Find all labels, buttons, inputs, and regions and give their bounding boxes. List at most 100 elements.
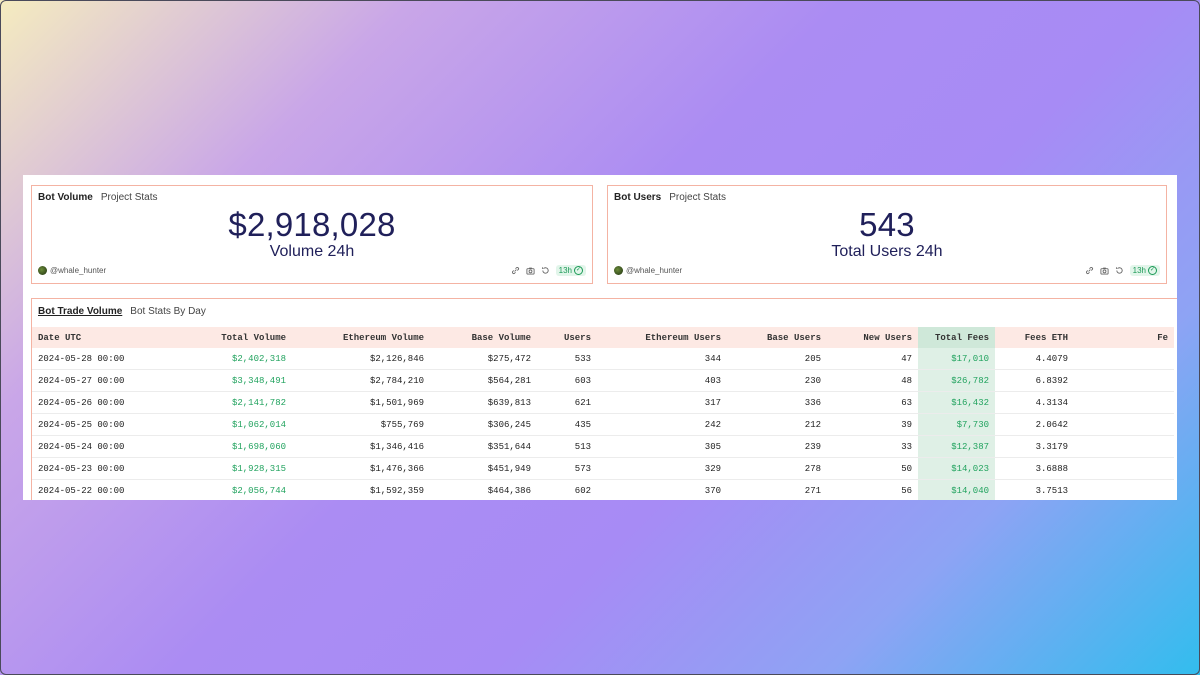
cell-fe: [1074, 369, 1174, 392]
card-title[interactable]: Bot Users: [614, 192, 662, 203]
dashboard-panel: Bot Volume Project Stats $2,918,028 Volu…: [23, 175, 1177, 500]
table-row: 2024-05-23 00:00 $1,928,315 $1,476,366 $451…: [32, 457, 1174, 480]
column-header-ethereum-volume[interactable]: Ethereum Volume: [292, 327, 430, 348]
counter-label: Total Users 24h: [831, 243, 943, 260]
cell-total-fees: $14,023: [918, 457, 995, 480]
author-link[interactable]: @whale_hunter: [38, 265, 107, 275]
cell-base-users: 205: [727, 348, 827, 370]
cell-date-utc: 2024-05-27 00:00: [32, 369, 140, 392]
cell-fe: [1074, 457, 1174, 480]
table-title[interactable]: Bot Trade Volume: [38, 306, 123, 317]
cell-new-users: 33: [827, 435, 918, 458]
card-subtitle[interactable]: Project Stats: [100, 192, 158, 203]
cell-fees-eth: 3.3179: [995, 435, 1074, 458]
column-header-fe[interactable]: Fe: [1074, 327, 1174, 348]
counter-value: 543: [859, 206, 915, 243]
cell-base-users: 212: [727, 413, 827, 436]
cell-total-fees: $12,387: [918, 435, 995, 458]
cell-ethereum-users: 370: [597, 479, 727, 500]
column-header-new-users[interactable]: New Users: [827, 327, 918, 348]
column-header-users[interactable]: Users: [537, 327, 597, 348]
cell-fees-eth: 4.3134: [995, 391, 1074, 414]
camera-icon[interactable]: [526, 266, 535, 275]
cell-base-volume: $451,949: [430, 457, 537, 480]
column-header-base-volume[interactable]: Base Volume: [430, 327, 537, 348]
camera-icon[interactable]: [1100, 266, 1109, 275]
cell-fees-eth: 4.4079: [995, 348, 1074, 370]
cell-total-volume: $2,402,318: [140, 348, 292, 370]
cell-fees-eth: 3.6888: [995, 457, 1074, 480]
card-tools: 13h ✓: [1085, 264, 1160, 276]
cell-total-fees: $7,730: [918, 413, 995, 436]
cell-new-users: 63: [827, 391, 918, 414]
cell-new-users: 56: [827, 479, 918, 500]
column-header-fees-eth[interactable]: Fees ETH: [995, 327, 1074, 348]
link-icon[interactable]: [1085, 266, 1094, 275]
table-body: 2024-05-28 00:00 $2,402,318 $2,126,846 $275…: [32, 348, 1174, 500]
cell-base-users: 230: [727, 369, 827, 392]
table-subtitle[interactable]: Bot Stats By Day: [130, 306, 206, 317]
cell-ethereum-users: 305: [597, 435, 727, 458]
card-header: Bot Volume Project Stats: [38, 192, 158, 203]
cell-date-utc: 2024-05-25 00:00: [32, 413, 140, 436]
cell-fe: [1074, 391, 1174, 414]
refresh-icon[interactable]: [1115, 266, 1124, 275]
table-row: 2024-05-26 00:00 $2,141,782 $1,501,969 $639…: [32, 391, 1174, 414]
refresh-icon[interactable]: [541, 266, 550, 275]
avatar: [614, 265, 623, 275]
cell-base-volume: $564,281: [430, 369, 537, 392]
column-header-total-volume[interactable]: Total Volume: [140, 327, 292, 348]
cell-total-fees: $26,782: [918, 369, 995, 392]
cell-date-utc: 2024-05-26 00:00: [32, 391, 140, 414]
cell-base-users: 271: [727, 479, 827, 500]
cell-base-volume: $639,813: [430, 391, 537, 414]
column-header-total-fees[interactable]: Total Fees: [918, 327, 995, 348]
table-row: 2024-05-24 00:00 $1,698,060 $1,346,416 $351…: [32, 435, 1174, 458]
author-link[interactable]: @whale_hunter: [614, 265, 683, 275]
cell-fe: [1074, 348, 1174, 370]
cell-date-utc: 2024-05-28 00:00: [32, 348, 140, 370]
table-header-row: Date UTC Total Volume Ethereum Volume Base …: [32, 327, 1174, 348]
cell-total-volume: $1,062,014: [140, 413, 292, 436]
freshness-age: 13h: [558, 265, 572, 275]
card-title[interactable]: Bot Volume: [38, 192, 93, 203]
column-header-date-utc[interactable]: Date UTC: [32, 327, 140, 348]
stats-table: Date UTC Total Volume Ethereum Volume Base …: [32, 327, 1174, 500]
freshness-age: 13h: [1132, 265, 1146, 275]
cell-fe: [1074, 413, 1174, 436]
cell-base-users: 278: [727, 457, 827, 480]
cell-new-users: 47: [827, 348, 918, 370]
card-footer: @whale_hunter 13h ✓: [38, 264, 586, 276]
card-subtitle[interactable]: Project Stats: [669, 192, 726, 203]
freshness-badge: 13h ✓: [555, 264, 586, 276]
column-header-base-users[interactable]: Base Users: [727, 327, 827, 348]
cell-ethereum-volume: $1,592,359: [292, 479, 430, 500]
cell-base-volume: $351,644: [430, 435, 537, 458]
author-name: @whale_hunter: [626, 265, 683, 275]
cell-base-volume: $306,245: [430, 413, 537, 436]
cell-base-users: 336: [727, 391, 827, 414]
cell-fe: [1074, 479, 1174, 500]
column-header-ethereum-users[interactable]: Ethereum Users: [597, 327, 727, 348]
bot-users-card: Bot Users Project Stats 543 Total Users …: [607, 185, 1167, 284]
counter-label: Volume 24h: [269, 243, 355, 260]
table-header: Bot Trade Volume Bot Stats By Day: [38, 306, 206, 317]
check-circle-icon: ✓: [574, 265, 583, 275]
cell-total-volume: $2,056,744: [140, 479, 292, 500]
avatar: [38, 265, 47, 275]
cell-ethereum-users: 344: [597, 348, 727, 370]
cell-fees-eth: 6.8392: [995, 369, 1074, 392]
cell-date-utc: 2024-05-23 00:00: [32, 457, 140, 480]
cell-users: 621: [537, 391, 597, 414]
cell-fe: [1074, 435, 1174, 458]
cell-ethereum-volume: $1,346,416: [292, 435, 430, 458]
cell-fees-eth: 3.7513: [995, 479, 1074, 500]
cell-ethereum-users: 403: [597, 369, 727, 392]
cell-total-volume: $2,141,782: [140, 391, 292, 414]
link-icon[interactable]: [511, 266, 520, 275]
author-name: @whale_hunter: [50, 265, 107, 275]
cell-ethereum-users: 242: [597, 413, 727, 436]
cell-total-fees: $14,040: [918, 479, 995, 500]
cell-ethereum-volume: $1,501,969: [292, 391, 430, 414]
bot-volume-card: Bot Volume Project Stats $2,918,028 Volu…: [31, 185, 593, 284]
